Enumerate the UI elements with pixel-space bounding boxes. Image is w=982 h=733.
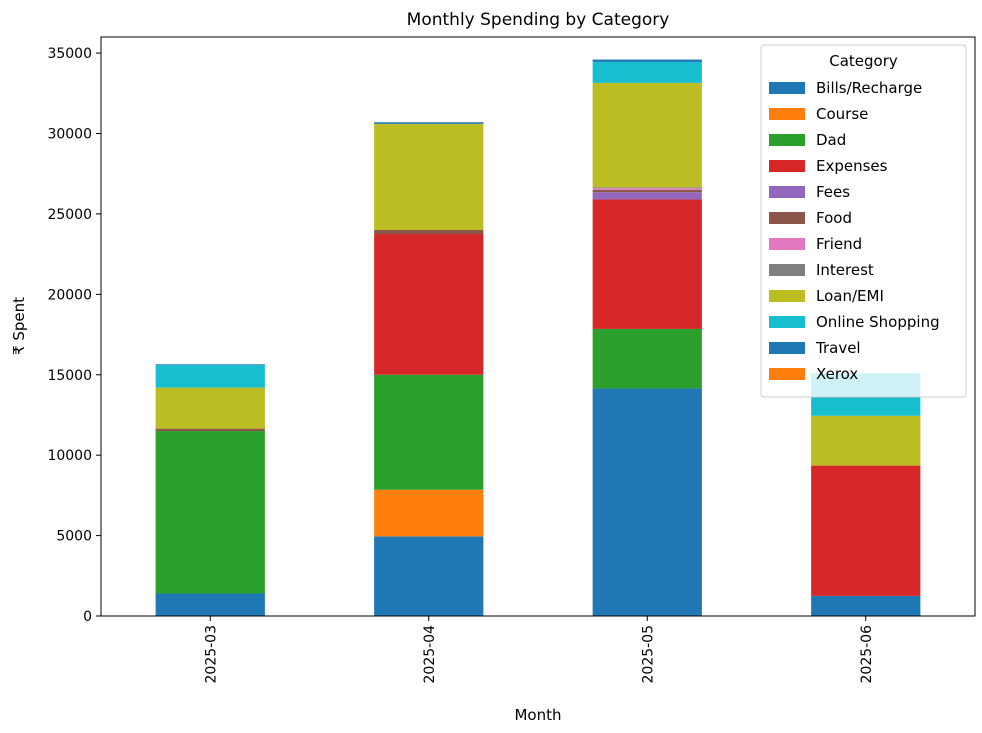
legend-swatch-loan-emi: [769, 290, 805, 302]
bar-2025-03-dad: [155, 431, 265, 594]
bar-2025-03-travel: [155, 364, 265, 366]
bar-2025-05-online-shopping: [592, 61, 702, 83]
y-tick-label: 15000: [47, 368, 92, 384]
bar-2025-04-dad: [374, 374, 484, 490]
bar-2025-05-loan-emi: [592, 82, 702, 188]
legend-swatch-xerox: [769, 368, 805, 380]
bar-2025-04-expenses: [374, 234, 484, 375]
bar-2025-04-food: [374, 230, 484, 235]
y-axis: 0 5000 10000 15000 20000 25000 30000 35000: [47, 46, 101, 625]
bar-2025-03-food: [155, 428, 265, 432]
x-tick-label: 2025-05: [640, 625, 656, 684]
x-axis: 2025-03 2025-04 2025-05 2025-06: [203, 616, 875, 684]
bar-2025-03-bills-recharge: [155, 593, 265, 616]
y-tick-label: 0: [83, 609, 92, 625]
legend-swatch-bills-recharge: [769, 82, 805, 94]
x-tick-label: 2025-03: [203, 625, 219, 684]
bar-2025-04-course: [374, 489, 484, 537]
bar-2025-05-bills-recharge: [592, 388, 702, 616]
bars-layer: [155, 59, 921, 616]
legend-label-expenses: Expenses: [816, 157, 888, 175]
legend-swatch-interest: [769, 264, 805, 276]
bar-2025-03-online-shopping: [155, 365, 265, 388]
legend: Category Bills/Recharge Course Dad Expenses F…: [760, 44, 967, 398]
y-tick-label: 25000: [47, 207, 92, 223]
legend-title: Category: [829, 52, 898, 70]
legend-box: [760, 44, 967, 398]
chart-title: Monthly Spending by Category: [407, 10, 670, 30]
legend-swatch-course: [769, 108, 805, 120]
y-tick-label: 5000: [56, 529, 92, 545]
bar-2025-05-dad: [592, 328, 702, 389]
y-tick-label: 30000: [47, 127, 92, 143]
bar-2025-05-fees: [592, 192, 702, 200]
x-axis-label: Month: [514, 706, 561, 724]
legend-label-xerox: Xerox: [816, 365, 858, 383]
legend-label-course: Course: [816, 105, 868, 123]
y-tick-label: 20000: [47, 287, 92, 303]
legend-label-bills-recharge: Bills/Recharge: [816, 79, 922, 97]
bar-2025-05-expenses: [592, 199, 702, 329]
bar-2025-06-bills-recharge: [811, 595, 921, 616]
legend-label-fees: Fees: [816, 183, 850, 201]
legend-swatch-dad: [769, 134, 805, 146]
plot-frame: [100, 36, 976, 617]
y-tick-label: 35000: [47, 46, 92, 62]
legend-label-food: Food: [816, 209, 852, 227]
legend-label-online-shopping: Online Shopping: [816, 313, 940, 331]
x-tick-label: 2025-06: [859, 625, 875, 684]
legend-label-loan-emi: Loan/EMI: [816, 287, 884, 305]
legend-label-interest: Interest: [816, 261, 874, 279]
legend-swatch-expenses: [769, 160, 805, 172]
legend-label-friend: Friend: [816, 235, 862, 253]
legend-swatch-travel: [769, 342, 805, 354]
legend-swatch-online-shopping: [769, 316, 805, 328]
bar-2025-06-expenses: [811, 465, 921, 596]
bar-2025-03-loan-emi: [155, 387, 265, 429]
bar-2025-06-loan-emi: [811, 415, 921, 466]
bar-2025-04-loan-emi: [374, 123, 484, 230]
legend-label-travel: Travel: [815, 339, 861, 357]
y-tick-label: 10000: [47, 448, 92, 464]
bar-2025-04-bills-recharge: [374, 536, 484, 616]
legend-label-dad: Dad: [816, 131, 846, 149]
bar-2025-05-interest: [592, 187, 702, 189]
legend-swatch-fees: [769, 186, 805, 198]
legend-swatch-food: [769, 212, 805, 224]
x-tick-label: 2025-04: [422, 625, 438, 684]
bar-2025-05-friend: [592, 188, 702, 190]
y-axis-label: ₹ Spent: [10, 297, 28, 355]
legend-swatch-friend: [769, 238, 805, 250]
bar-2025-05-food: [592, 189, 702, 193]
bar-2025-05-travel: [592, 59, 702, 62]
bar-2025-04-travel: [374, 122, 484, 124]
